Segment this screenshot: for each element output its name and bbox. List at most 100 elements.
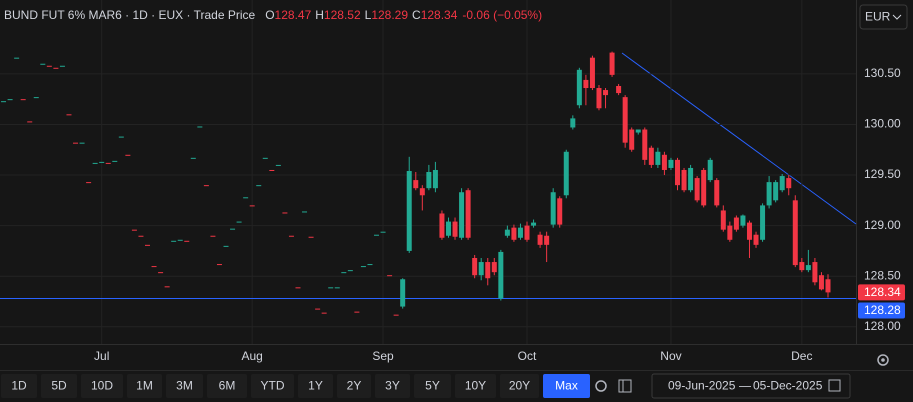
candle-body	[203, 185, 209, 187]
candle-body	[190, 157, 196, 159]
range-button[interactable]	[41, 374, 77, 398]
range-button-label: 2Y	[347, 379, 362, 393]
candle-body	[315, 308, 321, 310]
candle-body	[694, 178, 700, 201]
interval: 1D	[132, 8, 148, 22]
candle-body	[485, 262, 491, 279]
candle-body	[557, 198, 563, 225]
ohlc-label: H	[315, 8, 324, 22]
candle-body	[818, 275, 824, 290]
range-button-label: 1Y	[308, 379, 323, 393]
candle-body	[105, 162, 111, 164]
candle-body	[33, 97, 39, 99]
range-button[interactable]	[298, 374, 333, 398]
candle-body	[164, 286, 170, 288]
candle-body	[131, 229, 137, 231]
candle-body	[184, 240, 190, 242]
candle-body	[661, 154, 667, 170]
range-button[interactable]	[455, 374, 496, 398]
candle-body	[341, 272, 347, 274]
candle-body	[445, 221, 451, 236]
candle-body	[478, 262, 484, 276]
candle-body	[655, 151, 661, 165]
range-button[interactable]	[251, 374, 294, 398]
chart-settings-icon[interactable]	[595, 380, 607, 392]
candle-body	[308, 236, 314, 238]
range-button-label: 5D	[51, 379, 67, 393]
candle-body	[262, 157, 268, 159]
date-to: 05-Dec-2025	[753, 379, 823, 393]
range-button[interactable]	[81, 374, 123, 398]
range-button[interactable]	[337, 374, 371, 398]
candle-body	[675, 159, 681, 186]
candle-body	[59, 65, 65, 67]
y-tick-label: 128.50	[864, 268, 901, 282]
candle-body	[779, 176, 785, 191]
symbol: BUND FUT 6% MAR6	[4, 8, 122, 22]
candle-body	[400, 279, 406, 307]
range-button[interactable]	[1, 374, 37, 398]
candle-body	[419, 188, 425, 196]
candle-body	[144, 244, 150, 246]
candle-body	[197, 126, 203, 128]
candle-body	[387, 275, 393, 277]
range-button[interactable]	[500, 374, 539, 398]
candle-body	[295, 287, 301, 289]
x-tick-label: Jul	[94, 349, 109, 363]
table-icon[interactable]	[618, 379, 632, 393]
y-tick-label: 130.00	[864, 117, 901, 131]
candle-body	[812, 262, 818, 283]
date-from: 09-Jun-2025	[668, 379, 736, 393]
candle-body	[426, 172, 432, 189]
candle-body	[733, 217, 739, 230]
range-button[interactable]	[375, 374, 410, 398]
date-range-box[interactable]	[651, 373, 851, 399]
candle-body	[563, 151, 569, 196]
dropdown-arrow	[892, 14, 902, 20]
source: Trade Price	[194, 8, 256, 22]
range-button[interactable]	[414, 374, 451, 398]
separator: ·	[183, 8, 193, 22]
range-button-label: 1M	[136, 379, 153, 393]
range-button[interactable]	[543, 374, 590, 398]
y-tick-label: 128.00	[864, 319, 901, 333]
trend-line	[621, 52, 857, 225]
candle-body	[472, 258, 478, 276]
range-button[interactable]	[127, 374, 162, 398]
candle-body	[681, 169, 687, 191]
candle-body	[53, 67, 59, 69]
candle-body	[177, 239, 183, 241]
currency-dropdown[interactable]	[859, 4, 908, 30]
settings-icon[interactable]	[877, 354, 889, 366]
candle-body	[570, 118, 576, 128]
range-button[interactable]	[166, 374, 203, 398]
candle-body	[288, 235, 294, 237]
x-tick-label: Dec	[791, 349, 812, 363]
candle-body	[321, 312, 327, 314]
calendar-icon	[828, 379, 841, 392]
candle-body	[249, 205, 255, 207]
candle-body	[171, 240, 177, 242]
candle-body	[158, 272, 164, 274]
candle-body	[760, 205, 766, 240]
candle-body	[112, 160, 118, 162]
candle-body	[269, 169, 275, 171]
candle-body	[531, 222, 537, 226]
range-button[interactable]	[207, 374, 247, 398]
y-tick-label: 129.50	[864, 167, 901, 181]
candle-body	[20, 99, 26, 101]
candle-body	[256, 185, 262, 187]
candle-body	[714, 180, 720, 206]
candle-body	[46, 65, 52, 67]
candle-body	[550, 192, 556, 225]
candle-body	[688, 167, 694, 191]
range-button-label: 10D	[91, 379, 113, 393]
separator: ·	[148, 8, 159, 22]
candle-body	[151, 266, 157, 268]
change: -0.06 (−0.05%)	[462, 8, 542, 22]
candle-body	[805, 265, 811, 271]
candle-body	[720, 210, 726, 230]
candle-body	[616, 86, 622, 94]
